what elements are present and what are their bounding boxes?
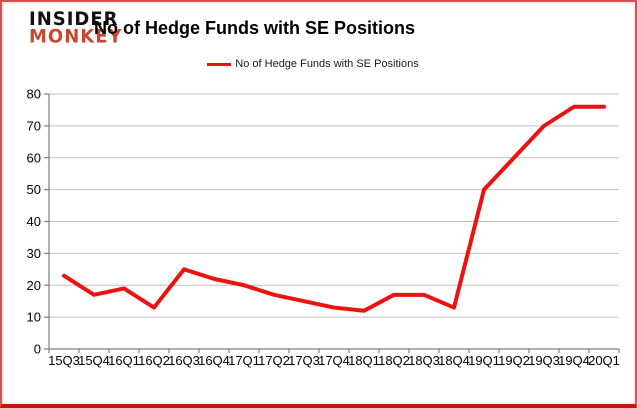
x-tick-label: 17Q2	[258, 353, 290, 368]
y-tick-label: 20	[27, 278, 41, 293]
x-tick-label: 19Q2	[498, 353, 530, 368]
x-tick-label: 17Q4	[318, 353, 350, 368]
x-tick-label: 16Q3	[168, 353, 200, 368]
x-tick-label: 18Q4	[438, 353, 470, 368]
y-tick-label: 70	[27, 118, 41, 133]
x-tick-label: 17Q1	[228, 353, 260, 368]
y-tick-label: 30	[27, 246, 41, 261]
x-tick-label: 16Q1	[108, 353, 140, 368]
x-tick-label: 20Q1	[588, 353, 620, 368]
x-tick-label: 19Q1	[468, 353, 500, 368]
x-tick-label: 18Q2	[378, 353, 410, 368]
y-tick-label: 0	[34, 342, 41, 357]
series-line	[64, 107, 604, 311]
x-tick-label: 18Q1	[348, 353, 380, 368]
x-tick-label: 19Q3	[528, 353, 560, 368]
x-tick-label: 15Q4	[78, 353, 110, 368]
y-tick-label: 60	[27, 150, 41, 165]
x-tick-label: 16Q4	[198, 353, 230, 368]
y-tick-label: 10	[27, 310, 41, 325]
x-tick-label: 19Q4	[558, 353, 590, 368]
x-tick-label: 15Q3	[48, 353, 80, 368]
y-tick-label: 80	[27, 87, 41, 102]
chart-frame: INSIDER MONKEY No of Hedge Funds with SE…	[0, 0, 637, 408]
y-tick-label: 50	[27, 182, 41, 197]
y-tick-label: 40	[27, 214, 41, 229]
x-tick-label: 18Q3	[408, 353, 440, 368]
x-tick-label: 17Q3	[288, 353, 320, 368]
x-tick-label: 16Q2	[138, 353, 170, 368]
line-chart-plot: 0 10 20 30 40 50 60 70 80 15Q315Q416Q116Q216Q316Q…	[2, 2, 637, 408]
